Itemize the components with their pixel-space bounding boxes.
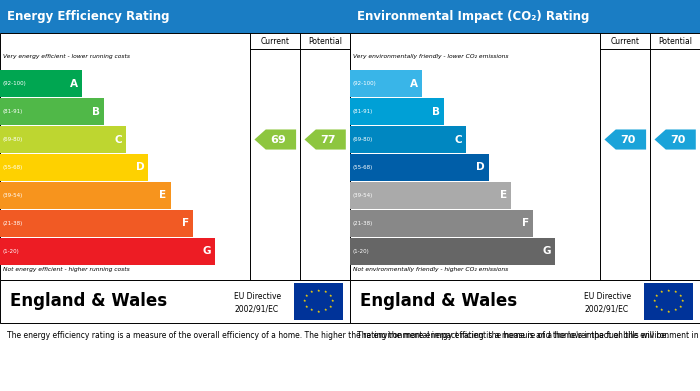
Text: (81-91): (81-91) (352, 109, 372, 114)
Bar (350, 154, 489, 181)
Text: (81-91): (81-91) (2, 109, 22, 114)
Text: ★: ★ (328, 305, 332, 308)
Text: ★: ★ (310, 291, 314, 294)
Text: (55-68): (55-68) (2, 165, 22, 170)
Bar (0, 154, 148, 181)
Text: 2002/91/EC: 2002/91/EC (234, 305, 279, 314)
Text: Not environmentally friendly - higher CO₂ emissions: Not environmentally friendly - higher CO… (353, 267, 508, 272)
Text: ★: ★ (673, 308, 677, 312)
Polygon shape (605, 129, 646, 149)
Text: (1-20): (1-20) (2, 249, 19, 254)
Text: E: E (500, 190, 507, 200)
Polygon shape (304, 129, 346, 149)
Text: ★: ★ (678, 305, 682, 308)
Text: ★: ★ (653, 300, 657, 303)
Text: ★: ★ (660, 308, 664, 312)
Text: D: D (476, 162, 484, 172)
Text: 69: 69 (270, 135, 286, 145)
Text: (21-38): (21-38) (352, 221, 372, 226)
Text: ★: ★ (330, 300, 334, 303)
Text: ★: ★ (655, 305, 659, 308)
Bar (0, 70, 82, 97)
Text: The energy efficiency rating is a measure of the overall efficiency of a home. T: The energy efficiency rating is a measur… (7, 331, 668, 340)
Text: B: B (432, 107, 440, 117)
Text: E: E (160, 190, 167, 200)
Text: 70: 70 (620, 135, 636, 145)
Bar (294, 283, 343, 320)
Bar (350, 238, 555, 264)
Text: ★: ★ (310, 308, 314, 312)
Text: ★: ★ (305, 305, 309, 308)
Text: ★: ★ (660, 291, 664, 294)
Text: (69-80): (69-80) (352, 137, 372, 142)
Text: ★: ★ (655, 294, 659, 298)
Text: C: C (114, 135, 122, 145)
Text: F: F (182, 218, 189, 228)
Text: ★: ★ (316, 289, 321, 293)
Bar (350, 98, 444, 125)
Bar (0, 210, 193, 237)
Text: ★: ★ (303, 300, 307, 303)
Text: (92-100): (92-100) (2, 81, 26, 86)
Text: G: G (202, 246, 211, 256)
Text: (69-80): (69-80) (2, 137, 22, 142)
Text: Energy Efficiency Rating: Energy Efficiency Rating (7, 10, 169, 23)
Text: (55-68): (55-68) (352, 165, 372, 170)
Bar (350, 0, 700, 33)
Text: Potential: Potential (658, 37, 692, 46)
Text: A: A (69, 79, 78, 89)
Text: C: C (454, 135, 462, 145)
Text: (92-100): (92-100) (352, 81, 376, 86)
Text: ★: ★ (678, 294, 682, 298)
Text: G: G (542, 246, 551, 256)
Bar (350, 70, 422, 97)
Bar (350, 33, 700, 280)
Polygon shape (255, 129, 296, 149)
Text: England & Wales: England & Wales (10, 292, 167, 310)
Text: D: D (136, 162, 144, 172)
Text: Very environmentally friendly - lower CO₂ emissions: Very environmentally friendly - lower CO… (353, 54, 508, 59)
Bar (0, 238, 216, 264)
Polygon shape (654, 129, 696, 149)
Text: EU Directive: EU Directive (584, 292, 631, 301)
Bar (0, 0, 350, 33)
Bar (0, 33, 350, 280)
Bar (0, 126, 126, 153)
Bar (644, 283, 693, 320)
Text: Environmental Impact (CO₂) Rating: Environmental Impact (CO₂) Rating (357, 10, 589, 23)
Text: A: A (410, 79, 418, 89)
Bar (350, 182, 511, 209)
Text: ★: ★ (680, 300, 684, 303)
Bar (0, 182, 171, 209)
Bar (0, 98, 104, 125)
Text: (1-20): (1-20) (352, 249, 369, 254)
Text: ★: ★ (305, 294, 309, 298)
Text: ★: ★ (328, 294, 332, 298)
Text: ★: ★ (673, 291, 677, 294)
Text: England & Wales: England & Wales (360, 292, 517, 310)
Text: Potential: Potential (308, 37, 342, 46)
Text: Very energy efficient - lower running costs: Very energy efficient - lower running co… (3, 54, 130, 59)
Text: ★: ★ (666, 289, 671, 293)
Bar (350, 210, 533, 237)
Text: F: F (522, 218, 529, 228)
Text: The environmental impact rating is a measure of a home's impact on the environme: The environmental impact rating is a mea… (357, 331, 700, 340)
Text: EU Directive: EU Directive (234, 292, 281, 301)
Text: ★: ★ (323, 291, 327, 294)
Text: 77: 77 (320, 135, 336, 145)
Text: 70: 70 (671, 135, 686, 145)
Text: 2002/91/EC: 2002/91/EC (584, 305, 629, 314)
Text: ★: ★ (666, 310, 671, 314)
Text: Current: Current (261, 37, 290, 46)
Text: Current: Current (611, 37, 640, 46)
Text: ★: ★ (323, 308, 327, 312)
Text: Not energy efficient - higher running costs: Not energy efficient - higher running co… (3, 267, 130, 272)
Text: (39-54): (39-54) (2, 193, 22, 198)
Text: (39-54): (39-54) (352, 193, 372, 198)
Bar (350, 126, 466, 153)
Text: (21-38): (21-38) (2, 221, 22, 226)
Text: ★: ★ (316, 310, 321, 314)
Text: B: B (92, 107, 99, 117)
